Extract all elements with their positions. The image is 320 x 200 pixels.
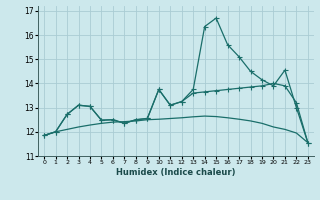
X-axis label: Humidex (Indice chaleur): Humidex (Indice chaleur): [116, 168, 236, 177]
